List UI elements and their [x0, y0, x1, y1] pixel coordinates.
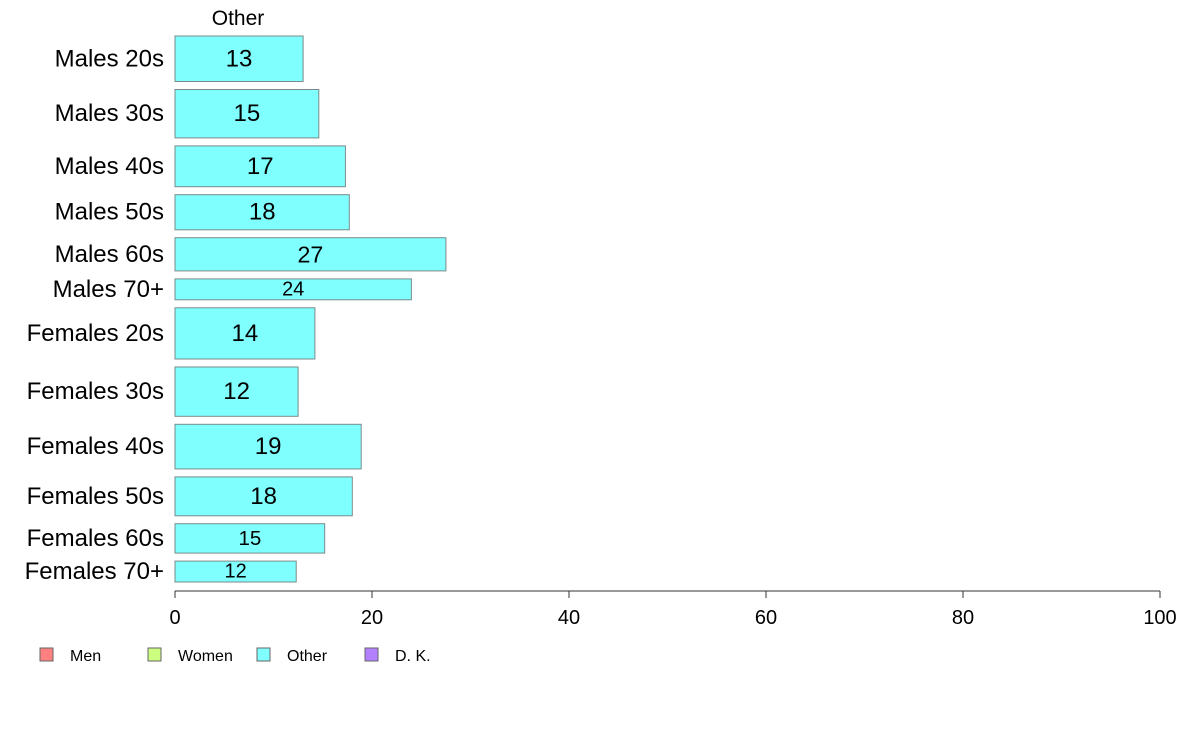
legend-swatch-3	[364, 647, 379, 662]
category-label-11: Females 70+	[25, 558, 164, 585]
category-label-4: Males 60s	[55, 241, 164, 268]
bar-6	[174, 307, 316, 360]
x-tick-label-2: 40	[558, 607, 580, 629]
data-label-11: 12	[224, 561, 246, 583]
bar-3	[174, 194, 350, 231]
bar-8	[174, 423, 362, 470]
data-label-4: 27	[297, 241, 323, 267]
category-label-2: Males 40s	[55, 153, 164, 180]
bar-10	[174, 523, 326, 554]
legend: Men Women Other D. K.	[39, 647, 431, 665]
legend-swatch-1	[147, 647, 162, 662]
bar-1	[174, 89, 320, 139]
category-label-10: Females 60s	[27, 525, 164, 552]
data-label-6: 14	[232, 320, 259, 347]
bar-4	[174, 237, 447, 272]
category-label-9: Females 50s	[27, 483, 164, 510]
data-label-8: 19	[255, 433, 282, 460]
bar-0	[174, 35, 304, 82]
data-label-2: 17	[247, 153, 274, 180]
legend-label-0: Men	[70, 648, 101, 665]
legend-label-1: Women	[178, 648, 233, 665]
bar-5	[174, 278, 412, 301]
x-tick-label-3: 60	[755, 607, 777, 629]
category-label-7: Females 30s	[27, 378, 164, 405]
category-label-1: Males 30s	[55, 100, 164, 127]
x-tick-label-0: 0	[169, 607, 180, 629]
data-label-3: 18	[249, 199, 276, 226]
legend-label-2: Other	[287, 648, 328, 665]
bar-11	[174, 560, 297, 583]
category-label-3: Males 50s	[55, 199, 164, 226]
category-labels: Males 20s Males 30s Males 40s Males 50s Male…	[25, 45, 164, 585]
panel-title: Other	[212, 7, 265, 30]
category-label-6: Females 20s	[27, 320, 164, 347]
data-label-7: 12	[223, 378, 250, 405]
bar-9	[174, 476, 353, 517]
legend-swatch-0	[39, 647, 54, 662]
category-label-0: Males 20s	[55, 45, 164, 72]
x-tick-label-5: 100	[1143, 607, 1176, 629]
bars-group: 13 15 17 18 27 24 14 12 19 18 15 12	[174, 35, 447, 583]
category-label-8: Females 40s	[27, 433, 164, 460]
legend-label-3: D. K.	[395, 648, 431, 665]
data-label-0: 13	[226, 45, 253, 72]
data-label-1: 15	[234, 100, 261, 127]
bar-7	[174, 366, 299, 417]
data-label-10: 15	[238, 527, 261, 550]
x-tick-label-4: 80	[952, 607, 974, 629]
data-label-5: 24	[282, 278, 304, 300]
category-label-5: Males 70+	[53, 276, 164, 303]
x-tick-label-1: 20	[361, 607, 383, 629]
legend-swatch-2	[256, 647, 271, 662]
x-axis: 0 20 40 60 80 100	[169, 590, 1177, 629]
bar-2	[174, 145, 346, 188]
data-label-9: 18	[250, 483, 277, 510]
